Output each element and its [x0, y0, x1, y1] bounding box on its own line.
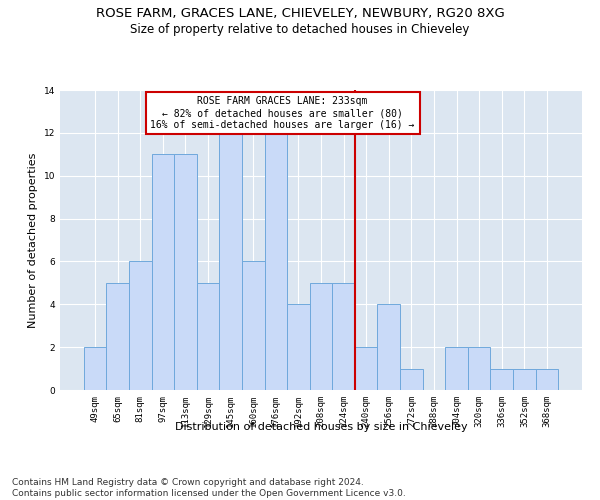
Bar [355, 347, 377, 390]
Text: Contains HM Land Registry data © Crown copyright and database right 2024.
Contai: Contains HM Land Registry data © Crown c… [12, 478, 406, 498]
Bar [197, 283, 220, 390]
Bar [445, 347, 468, 390]
Bar [513, 368, 536, 390]
Bar [220, 133, 242, 390]
Bar [490, 368, 513, 390]
Bar [400, 368, 422, 390]
Bar [536, 368, 558, 390]
Text: ROSE FARM GRACES LANE: 233sqm
← 82% of detached houses are smaller (80)
16% of s: ROSE FARM GRACES LANE: 233sqm ← 82% of d… [151, 96, 415, 130]
Text: Distribution of detached houses by size in Chieveley: Distribution of detached houses by size … [175, 422, 467, 432]
Bar [468, 347, 490, 390]
Bar [106, 283, 129, 390]
Bar [174, 154, 197, 390]
Bar [129, 262, 152, 390]
Y-axis label: Number of detached properties: Number of detached properties [28, 152, 38, 328]
Text: ROSE FARM, GRACES LANE, CHIEVELEY, NEWBURY, RG20 8XG: ROSE FARM, GRACES LANE, CHIEVELEY, NEWBU… [95, 8, 505, 20]
Bar [152, 154, 174, 390]
Bar [265, 133, 287, 390]
Bar [242, 262, 265, 390]
Bar [287, 304, 310, 390]
Bar [377, 304, 400, 390]
Bar [310, 283, 332, 390]
Bar [84, 347, 106, 390]
Text: Size of property relative to detached houses in Chieveley: Size of property relative to detached ho… [130, 22, 470, 36]
Bar [332, 283, 355, 390]
